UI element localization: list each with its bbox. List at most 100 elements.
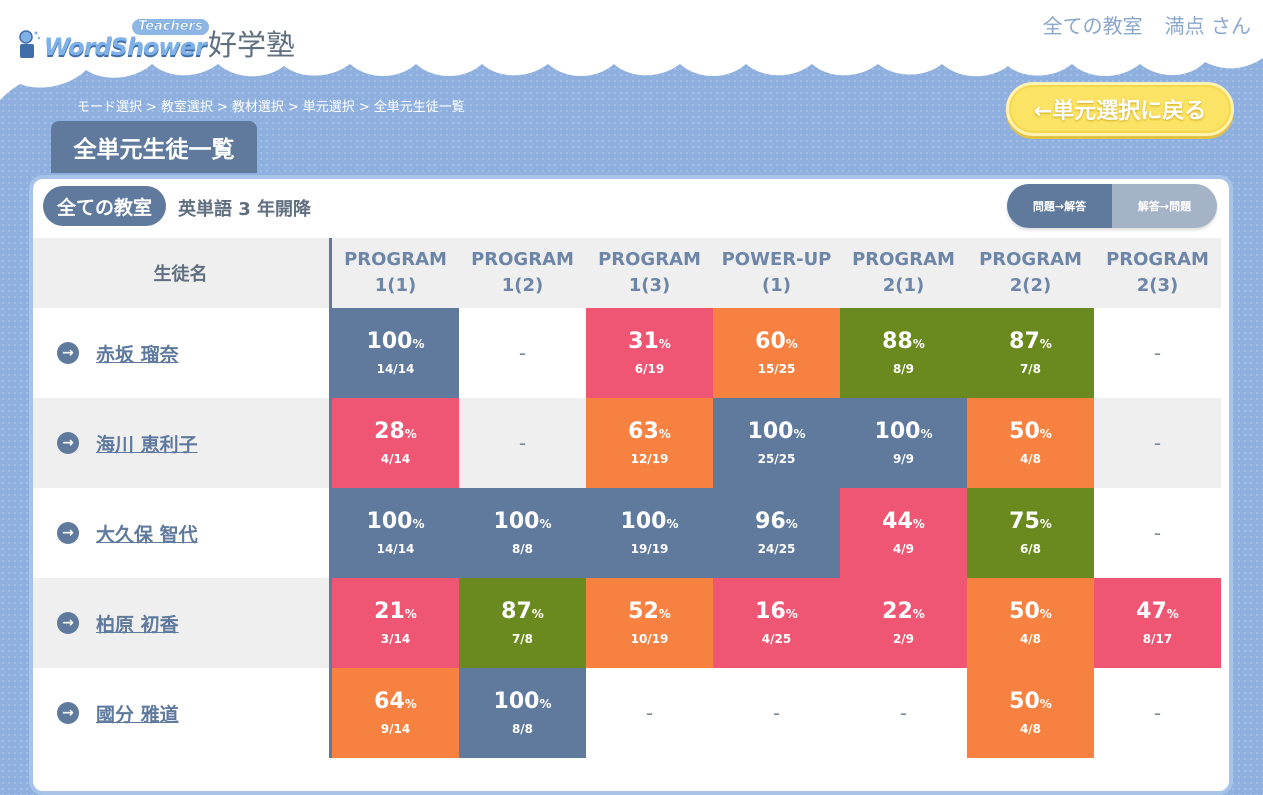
score-table: 生徒名 PROGRAM 1(1) PROGRAM 1(2) PROGRAM 1(3) … <box>33 238 1221 758</box>
table-row: → 海川 恵利子 28% 4/14 - 63% 12/19 100% 25/25 100% 9/9 5… <box>33 398 1221 488</box>
score-cell[interactable]: 96% 24/25 <box>713 488 840 578</box>
score-cell[interactable]: 100% 8/8 <box>459 668 586 758</box>
score-cell[interactable]: 22% 2/9 <box>840 578 967 668</box>
score-cell[interactable]: 52% 10/19 <box>586 578 713 668</box>
score-fraction: 4/25 <box>761 632 792 646</box>
score-cell[interactable]: 100% 8/8 <box>459 488 586 578</box>
score-cell[interactable]: 50% 4/8 <box>967 398 1094 488</box>
score-cell[interactable]: 88% 8/9 <box>840 308 967 398</box>
top-links: 全ての教室 満点 さん <box>1043 10 1251 39</box>
score-percent: 100% <box>366 509 425 534</box>
score-fraction: 14/14 <box>376 362 415 376</box>
breadcrumb-current: 全単元生徒一覧 <box>373 100 465 115</box>
score-cell[interactable]: 64% 9/14 <box>330 668 459 758</box>
score-cell[interactable]: 21% 3/14 <box>330 578 459 668</box>
score-cell[interactable]: 100% 14/14 <box>330 308 459 398</box>
unit-header[interactable]: PROGRAM 1(1) <box>330 238 459 308</box>
unit-header[interactable]: PROGRAM 1(3) <box>586 238 713 308</box>
score-cell: - <box>459 398 586 488</box>
score-cell[interactable]: 47% 8/17 <box>1094 578 1221 668</box>
score-cell: - <box>840 668 967 758</box>
student-list-panel: 全ての教室 英単語 3 年開降 問題→解答 解答→問題 生徒名 PROGRAM 1… <box>29 175 1233 795</box>
score-cell[interactable]: 60% 15/25 <box>713 308 840 398</box>
toggle-question-to-answer[interactable]: 問題→解答 <box>1007 184 1112 228</box>
score-fraction: 12/19 <box>630 452 669 466</box>
score-fraction: 8/9 <box>892 362 915 376</box>
score-percent: 100% <box>620 509 679 534</box>
score-fraction: 2/9 <box>892 632 915 646</box>
table-row: → 赤坂 瑠奈 100% 14/14 - 31% 6/19 60% 15/25 88% 8/9 87%… <box>33 308 1221 398</box>
student-name-link[interactable]: 柏原 初香 <box>96 613 179 636</box>
score-cell[interactable]: 50% 4/8 <box>967 668 1094 758</box>
score-percent: 96% <box>755 509 798 534</box>
score-percent: 100% <box>747 419 806 444</box>
arrow-right-circle-icon[interactable]: → <box>57 702 79 724</box>
score-percent: 87% <box>501 599 544 624</box>
student-name-cell: → 赤坂 瑠奈 <box>33 308 332 398</box>
panel-header: 全ての教室 英単語 3 年開降 問題→解答 解答→問題 <box>33 179 1229 239</box>
back-to-unit-select-button[interactable]: ←単元選択に戻る <box>1006 82 1234 136</box>
score-cell[interactable]: 75% 6/8 <box>967 488 1094 578</box>
score-cell[interactable]: 31% 6/19 <box>586 308 713 398</box>
score-cell[interactable]: 100% 14/14 <box>330 488 459 578</box>
breadcrumb-unit-select[interactable]: 単元選択 <box>302 100 355 115</box>
score-percent: 44% <box>882 509 925 534</box>
score-percent: 63% <box>628 419 671 444</box>
unit-header[interactable]: PROGRAM 2(2) <box>967 238 1094 308</box>
table-row: → 國分 雅道 64% 9/14 100% 8/8- - -50% 4/8- <box>33 668 1221 758</box>
score-cell[interactable]: 100% 9/9 <box>840 398 967 488</box>
unit-header[interactable]: PROGRAM 2(3) <box>1094 238 1221 308</box>
score-cell: - <box>586 668 713 758</box>
toggle-answer-to-question[interactable]: 解答→問題 <box>1112 184 1217 228</box>
score-cell[interactable]: 16% 4/25 <box>713 578 840 668</box>
breadcrumb: モード選択 > 教室選択 > 教材選択 > 単元選択 > 全単元生徒一覧 <box>77 96 465 115</box>
breadcrumb-classroom-select[interactable]: 教室選択 <box>160 100 213 115</box>
score-fraction: 9/9 <box>892 452 915 466</box>
score-fraction: 7/8 <box>511 632 534 646</box>
student-name-link[interactable]: 赤坂 瑠奈 <box>96 343 179 366</box>
score-fraction: 4/8 <box>1019 452 1042 466</box>
arrow-right-circle-icon[interactable]: → <box>57 522 79 544</box>
unit-header[interactable]: PROGRAM 1(2) <box>459 238 586 308</box>
student-name-cell: → 海川 恵利子 <box>33 398 332 488</box>
user-name-link[interactable]: 満点 さん <box>1164 14 1251 38</box>
all-classrooms-link[interactable]: 全ての教室 <box>1042 14 1143 38</box>
student-name-link[interactable]: 國分 雅道 <box>96 703 179 726</box>
score-cell[interactable]: 44% 4/9 <box>840 488 967 578</box>
score-cell[interactable]: 87% 7/8 <box>459 578 586 668</box>
score-fraction: 8/8 <box>511 722 534 736</box>
score-cell: - <box>1094 488 1221 578</box>
score-cell[interactable]: 100% 19/19 <box>586 488 713 578</box>
score-fraction: 8/8 <box>511 542 534 556</box>
score-fraction: 25/25 <box>757 452 796 466</box>
score-fraction: 10/19 <box>630 632 669 646</box>
score-percent: 52% <box>628 599 671 624</box>
student-name-cell: → 柏原 初香 <box>33 578 332 668</box>
score-percent: 100% <box>874 419 933 444</box>
score-fraction: 19/19 <box>630 542 669 556</box>
unit-header[interactable]: POWER-UP (1) <box>713 238 840 308</box>
score-cell[interactable]: 100% 25/25 <box>713 398 840 488</box>
arrow-right-circle-icon[interactable]: → <box>57 612 79 634</box>
arrow-right-circle-icon[interactable]: → <box>57 432 79 454</box>
score-percent: 64% <box>374 689 417 714</box>
student-name-link[interactable]: 海川 恵利子 <box>96 433 198 456</box>
score-cell[interactable]: 87% 7/8 <box>967 308 1094 398</box>
logo-teachers-text: Teachers <box>132 19 209 35</box>
score-cell[interactable]: 63% 12/19 <box>586 398 713 488</box>
score-cell[interactable]: 28% 4/14 <box>330 398 459 488</box>
table-header-row: 生徒名 PROGRAM 1(1) PROGRAM 1(2) PROGRAM 1(3) … <box>33 238 1221 308</box>
student-name-link[interactable]: 大久保 智代 <box>96 523 198 546</box>
app-logo[interactable]: Teachers WordShower 好学塾 <box>14 18 295 64</box>
breadcrumb-separator: > <box>358 100 370 115</box>
score-fraction: 4/8 <box>1019 722 1042 736</box>
score-fraction: 4/14 <box>380 452 411 466</box>
score-cell[interactable]: 50% 4/8 <box>967 578 1094 668</box>
breadcrumb-material-select[interactable]: 教材選択 <box>231 100 284 115</box>
classroom-badge[interactable]: 全ての教室 <box>43 186 167 226</box>
breadcrumb-mode-select[interactable]: モード選択 <box>77 100 143 115</box>
score-percent: 50% <box>1009 689 1052 714</box>
arrow-right-circle-icon[interactable]: → <box>57 342 79 364</box>
unit-header[interactable]: PROGRAM 2(1) <box>840 238 967 308</box>
score-fraction: 15/25 <box>757 362 796 376</box>
